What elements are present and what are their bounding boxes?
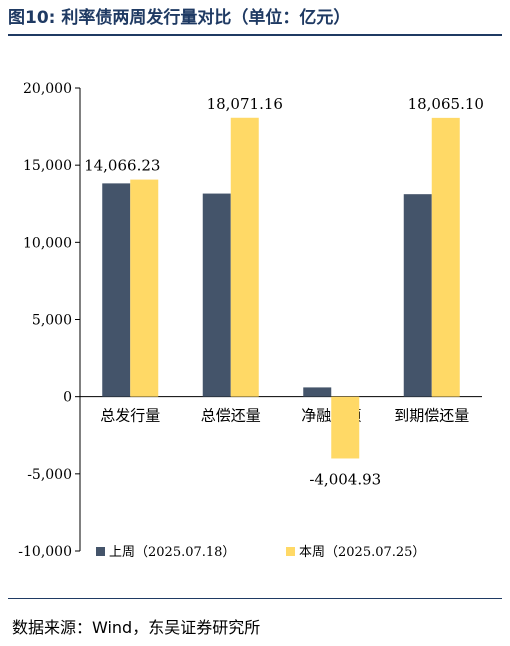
source-note: 数据来源：Wind，东吴证券研究所 <box>12 618 261 637</box>
legend-label: 本周（2025.07.25） <box>299 545 425 560</box>
chart-bars <box>102 117 460 459</box>
y-tick-label: -10,000 <box>18 544 72 560</box>
legend-swatch <box>286 547 295 556</box>
legend-label: 上周（2025.07.18） <box>109 545 235 560</box>
y-tick-label: -5,000 <box>27 467 72 483</box>
bar <box>130 179 159 397</box>
chart-legend: 上周（2025.07.18） 本周（2025.07.25） <box>96 545 425 560</box>
y-tick-label: 15,000 <box>23 158 72 174</box>
footer-rule <box>8 598 502 599</box>
y-tick-label: 0 <box>63 390 72 406</box>
figure-title: 图10: 利率债两周发行量对比（单位：亿元） <box>8 8 351 28</box>
x-tick-label: 总发行量 <box>100 407 160 425</box>
bar <box>102 183 131 397</box>
bar <box>403 194 432 397</box>
bar <box>331 396 360 459</box>
legend-swatch <box>96 547 105 556</box>
data-label: 14,066.23 <box>84 157 160 175</box>
title-rule <box>8 34 502 36</box>
data-label: 18,071.16 <box>207 95 283 113</box>
bar <box>303 387 332 397</box>
x-tick-label: 总偿还量 <box>201 407 261 425</box>
chart-labels: 14,066.23 18,071.16 -4,004.93 18,065.10 <box>84 95 484 489</box>
x-tick-label: 到期偿还量 <box>394 407 469 425</box>
data-label: -4,004.93 <box>309 470 381 488</box>
y-tick-label: 5,000 <box>32 313 72 329</box>
bar <box>431 117 460 397</box>
y-tick-label: 10,000 <box>23 235 72 251</box>
bar-chart: 20,000 15,000 10,000 5,000 0 -5,000 -10,000 总发行… <box>18 81 484 560</box>
bar <box>202 193 231 397</box>
bar <box>230 117 259 397</box>
y-tick-label: 20,000 <box>23 81 72 97</box>
data-label: 18,065.10 <box>408 95 484 113</box>
